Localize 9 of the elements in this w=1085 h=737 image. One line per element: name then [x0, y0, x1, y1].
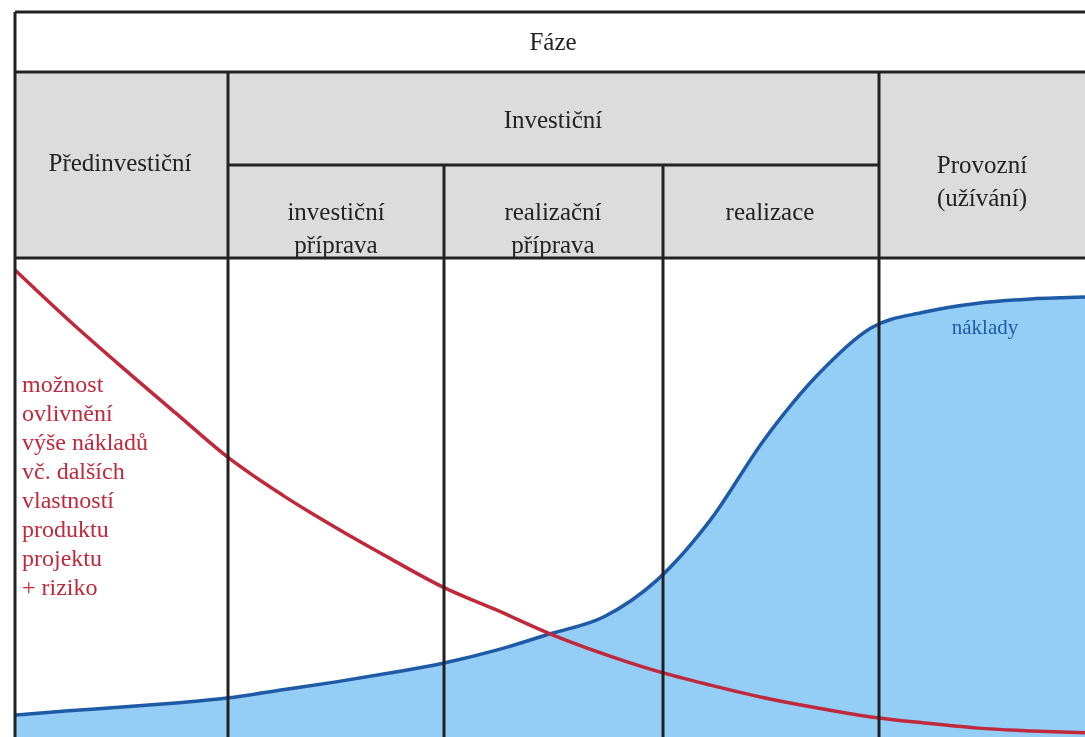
series-label: možnost ovlivnění výše nákladů vč. dalších vlastností produktu projektu + riziko	[22, 371, 148, 600]
text: Předinvestiční	[48, 149, 192, 176]
text: Provozní (užívání)	[936, 151, 1028, 212]
text: Investiční	[503, 106, 603, 133]
text: Fáze	[529, 28, 577, 55]
series-label: náklady	[951, 315, 1019, 339]
text: realizace	[725, 198, 815, 225]
text: realizační příprava	[504, 198, 602, 258]
text: investiční příprava	[287, 198, 385, 258]
